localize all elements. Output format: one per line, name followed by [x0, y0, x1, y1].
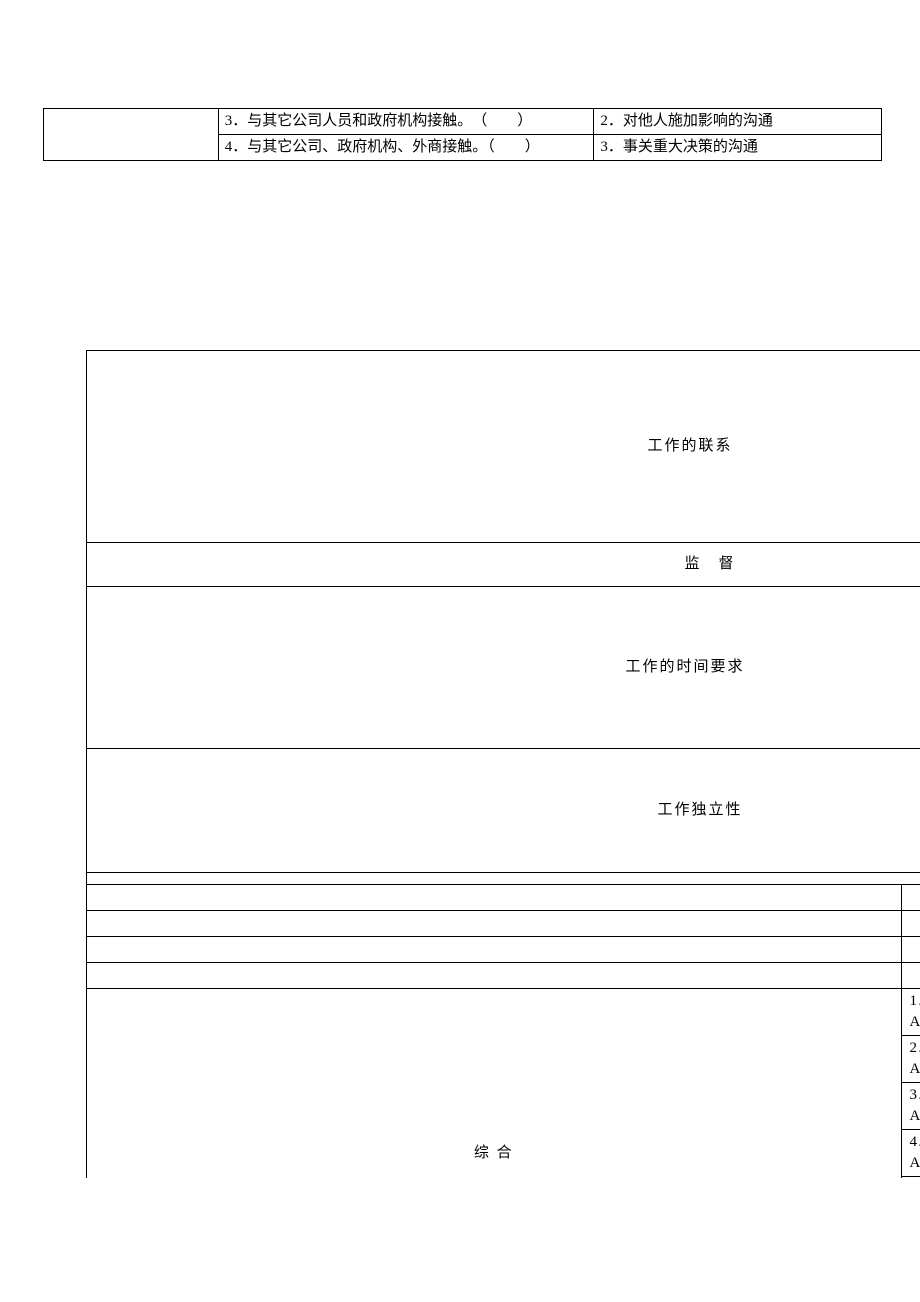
- section-label-cell: 监 督: [87, 543, 920, 587]
- table-row: 2: [87, 911, 920, 937]
- section-label: 工作的时间要求: [625, 659, 744, 675]
- option-text: 2．对他人施加影响的沟通: [600, 113, 773, 129]
- question-text: 1．在: [910, 991, 920, 1012]
- table-row: 综 合 1．在 A．没: [87, 989, 920, 1036]
- section-label: 工作的联系: [647, 438, 732, 454]
- qa-cell: 5．在 A．不: [901, 1177, 920, 1179]
- table-row: 3: [87, 937, 920, 963]
- option-right-cell: 2．对他人施加影响的沟通: [594, 109, 882, 135]
- number-cell: 3: [901, 937, 920, 963]
- answer-text: A．否: [910, 1106, 920, 1127]
- qa-cell: 3．在 A．否: [901, 1083, 920, 1130]
- main-form-table: 工作的联系 监 督 工作的时间要求 工作独立性 1: [86, 350, 920, 1178]
- blank-cell: [87, 911, 902, 937]
- option-text: 3．与其它公司人员和政府机构接触。 （ ）: [225, 113, 533, 129]
- table-row: 工作的时间要求: [87, 587, 920, 749]
- question-text: 4．在: [910, 1132, 920, 1153]
- top-options-table: 3．与其它公司人员和政府机构接触。 （ ） 2．对他人施加影响的沟通 4．与其它…: [43, 108, 882, 161]
- table-row: 4: [87, 963, 920, 989]
- option-text: 4．与其它公司、政府机构、外商接触。（ ）: [225, 139, 540, 155]
- number-cell: 1: [901, 885, 920, 911]
- main-form-table-wrapper: 工作的联系 监 督 工作的时间要求 工作独立性 1: [43, 175, 920, 1178]
- option-left-cell: 3．与其它公司人员和政府机构接触。 （ ）: [218, 109, 594, 135]
- spacer-cell: [87, 873, 920, 885]
- answer-text: A．没: [910, 1153, 920, 1174]
- top-table-blank-cell: [44, 109, 219, 161]
- qa-cell: 4．在 A．没: [901, 1130, 920, 1177]
- option-text: 3．事关重大决策的沟通: [600, 139, 758, 155]
- question-text: 3．在: [910, 1085, 920, 1106]
- section-label-cell: 工作的时间要求: [87, 587, 920, 749]
- blank-cell: [87, 937, 902, 963]
- section-label-cell: 工作独立性: [87, 749, 920, 873]
- option-right-cell: 3．事关重大决策的沟通: [594, 135, 882, 161]
- answer-text: A．没: [910, 1012, 920, 1033]
- section-label: 综 合: [474, 1145, 514, 1161]
- table-row: 1: [87, 885, 920, 911]
- section-label-cell: 工作的联系: [87, 351, 920, 543]
- option-left-cell: 4．与其它公司、政府机构、外商接触。（ ）: [218, 135, 594, 161]
- qa-cell: 1．在 A．没: [901, 989, 920, 1036]
- blank-cell: [87, 885, 902, 911]
- table-row: 3．与其它公司人员和政府机构接触。 （ ） 2．对他人施加影响的沟通: [44, 109, 882, 135]
- table-row: [87, 873, 920, 885]
- table-row: 监 督: [87, 543, 920, 587]
- table-row: 工作独立性: [87, 749, 920, 873]
- blank-cell: [87, 963, 902, 989]
- table-row: 工作的联系: [87, 351, 920, 543]
- answer-text: A．没: [910, 1059, 920, 1080]
- section-label: 工作独立性: [657, 802, 742, 818]
- qa-cell: 2．你 A．没: [901, 1036, 920, 1083]
- section-label: 监 督: [684, 556, 735, 572]
- number-cell: 2: [901, 911, 920, 937]
- number-cell: 4: [901, 963, 920, 989]
- question-text: 2．你: [910, 1038, 920, 1059]
- comprehensive-label-cell: 综 合: [87, 989, 902, 1179]
